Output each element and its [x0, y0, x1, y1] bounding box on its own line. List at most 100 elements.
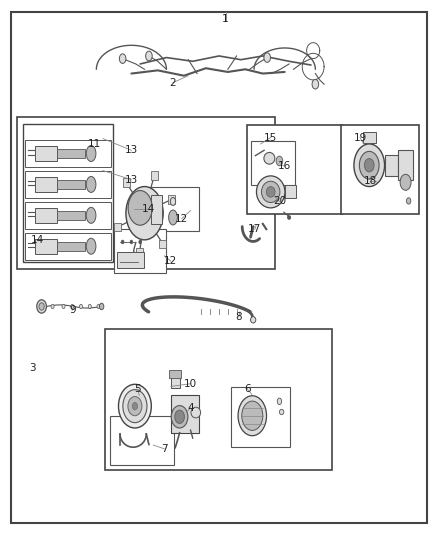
Ellipse shape [126, 187, 163, 240]
Bar [385, 155, 398, 176]
Ellipse shape [406, 198, 411, 204]
Bar [159, 239, 166, 248]
Bar [123, 179, 130, 187]
Ellipse shape [39, 303, 44, 310]
Ellipse shape [145, 51, 152, 61]
Bar [57, 149, 85, 158]
Bar [169, 370, 181, 378]
Text: 12: 12 [175, 214, 188, 223]
Bar [231, 387, 290, 447]
Ellipse shape [170, 197, 176, 205]
Ellipse shape [97, 304, 100, 309]
Ellipse shape [364, 159, 374, 172]
Text: 6: 6 [244, 384, 251, 394]
Bar [57, 211, 85, 220]
Ellipse shape [88, 304, 91, 309]
Bar [25, 233, 111, 260]
Ellipse shape [400, 174, 411, 190]
Bar [251, 141, 295, 185]
Text: 8: 8 [235, 312, 242, 322]
Ellipse shape [312, 79, 319, 89]
Bar [147, 187, 199, 231]
Text: 4: 4 [187, 403, 194, 413]
Ellipse shape [277, 398, 282, 405]
Ellipse shape [128, 397, 142, 416]
Bar [247, 125, 342, 214]
Text: 12: 12 [164, 256, 177, 266]
Bar [168, 195, 175, 204]
Ellipse shape [171, 406, 188, 428]
Bar [171, 377, 180, 388]
Text: 11: 11 [88, 139, 101, 149]
Text: 3: 3 [29, 363, 36, 373]
Ellipse shape [132, 402, 138, 410]
Ellipse shape [175, 410, 184, 423]
Ellipse shape [71, 304, 74, 309]
Ellipse shape [251, 317, 256, 323]
Ellipse shape [354, 144, 385, 187]
Bar [23, 124, 113, 262]
Ellipse shape [86, 238, 96, 254]
Text: 5: 5 [134, 384, 141, 394]
Text: 17: 17 [248, 224, 261, 234]
Bar [114, 223, 121, 231]
Ellipse shape [264, 152, 275, 164]
Bar [57, 180, 85, 189]
Ellipse shape [51, 304, 54, 309]
Ellipse shape [80, 304, 82, 309]
Bar [25, 171, 111, 198]
Ellipse shape [118, 384, 152, 428]
Text: 18: 18 [364, 176, 377, 186]
Ellipse shape [86, 176, 96, 192]
Text: 15: 15 [264, 133, 277, 142]
Text: 13: 13 [125, 146, 138, 155]
Ellipse shape [128, 191, 152, 225]
Ellipse shape [139, 240, 141, 244]
Text: 13: 13 [125, 175, 138, 184]
Text: 20: 20 [273, 197, 286, 206]
Bar [25, 202, 111, 229]
Bar [363, 132, 376, 143]
Bar [171, 395, 199, 433]
Ellipse shape [266, 187, 275, 197]
Ellipse shape [279, 409, 284, 415]
Ellipse shape [242, 401, 263, 431]
Bar [35, 208, 57, 223]
Bar [151, 195, 162, 224]
Text: 9: 9 [69, 305, 76, 315]
Bar [110, 416, 174, 465]
Bar [341, 125, 419, 214]
Ellipse shape [119, 54, 126, 63]
Bar [398, 150, 413, 180]
Ellipse shape [123, 390, 147, 423]
Bar [57, 242, 85, 251]
Bar [105, 329, 332, 470]
Text: 10: 10 [184, 379, 197, 389]
Ellipse shape [62, 304, 65, 309]
Text: 7: 7 [161, 444, 168, 454]
Ellipse shape [37, 300, 46, 313]
Ellipse shape [130, 240, 133, 244]
Ellipse shape [238, 395, 266, 436]
Ellipse shape [256, 176, 285, 208]
Ellipse shape [86, 207, 96, 223]
Bar [17, 117, 275, 269]
Ellipse shape [287, 215, 291, 220]
Text: 14: 14 [31, 235, 44, 245]
Text: 2: 2 [170, 78, 177, 87]
Text: 19: 19 [353, 133, 367, 142]
Bar [25, 140, 111, 167]
Bar [117, 252, 144, 268]
Ellipse shape [121, 240, 124, 244]
Bar [285, 185, 296, 198]
Ellipse shape [261, 181, 280, 203]
Ellipse shape [359, 151, 379, 179]
Bar [151, 172, 158, 180]
Ellipse shape [86, 146, 96, 161]
Text: 1: 1 [222, 14, 229, 23]
Bar [136, 248, 143, 257]
Text: 14: 14 [142, 204, 155, 214]
Ellipse shape [191, 407, 201, 418]
Bar [114, 229, 166, 273]
Text: 16: 16 [278, 161, 291, 171]
